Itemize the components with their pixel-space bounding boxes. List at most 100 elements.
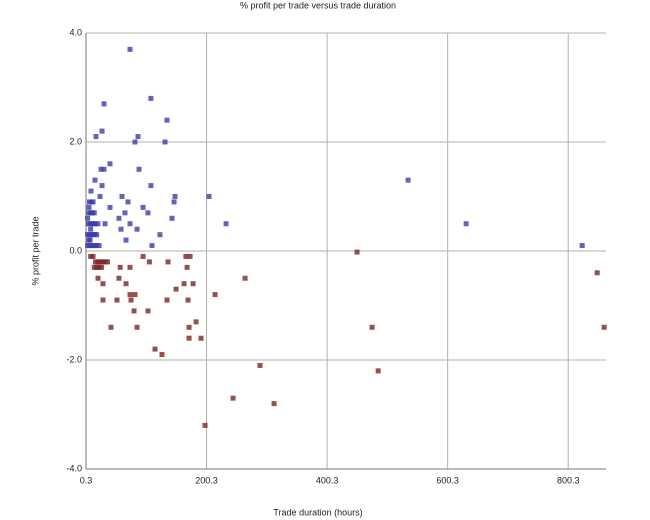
point [181, 281, 187, 287]
point [140, 204, 146, 210]
point [95, 221, 101, 227]
point [114, 297, 120, 303]
point [171, 199, 177, 205]
point [117, 264, 123, 270]
x-tick-label: 800.3 [557, 475, 580, 485]
point [230, 395, 236, 401]
point [242, 275, 248, 281]
point [198, 335, 204, 341]
y-axis-title: % profit per trade [30, 216, 40, 285]
point [134, 324, 140, 330]
point [190, 281, 196, 287]
point [159, 352, 165, 358]
point [99, 128, 105, 134]
point [157, 232, 163, 238]
point [118, 226, 124, 232]
point [127, 264, 133, 270]
point [100, 297, 106, 303]
point [186, 335, 192, 341]
y-tick-label: 0.0 [69, 245, 82, 255]
point [206, 194, 212, 199]
point [116, 215, 122, 221]
point [146, 259, 152, 265]
x-tick-label: 600.3 [436, 475, 459, 485]
y-tick-label: -2.0 [66, 354, 82, 364]
point [184, 264, 190, 270]
point [140, 253, 146, 259]
point [127, 292, 133, 298]
point [90, 253, 96, 259]
y-tick-label: 2.0 [69, 136, 82, 146]
point [164, 117, 170, 123]
point [173, 286, 179, 292]
point [594, 270, 600, 276]
point [135, 134, 141, 140]
point [601, 324, 607, 330]
point [131, 308, 137, 314]
point [148, 183, 154, 189]
point [136, 166, 142, 172]
point [98, 264, 104, 270]
point [185, 297, 191, 303]
point [223, 221, 229, 227]
point [212, 292, 218, 298]
point [164, 297, 170, 303]
point [193, 319, 199, 325]
point [122, 210, 128, 216]
point [354, 249, 360, 255]
point [108, 324, 114, 330]
point [152, 346, 158, 352]
point [90, 199, 96, 205]
point [101, 166, 107, 172]
point [165, 259, 171, 265]
point [145, 210, 151, 216]
point [149, 243, 155, 249]
point [579, 243, 585, 249]
x-axis-title: Trade duration (hours) [273, 507, 362, 517]
point [92, 177, 98, 183]
point [405, 177, 411, 183]
point [91, 210, 97, 216]
y-tick-label: -4.0 [66, 463, 82, 473]
point [132, 139, 138, 145]
point [257, 362, 263, 368]
point [86, 204, 92, 210]
point [186, 324, 192, 330]
point [132, 292, 138, 298]
x-tick-label: 200.3 [195, 475, 218, 485]
point [96, 243, 102, 249]
point [101, 101, 107, 107]
point [87, 237, 93, 243]
point [127, 46, 133, 52]
point [88, 226, 94, 232]
point [187, 253, 193, 259]
point [123, 237, 129, 243]
point [97, 194, 103, 199]
point [100, 281, 106, 287]
chart-title: % profit per trade versus trade duration [240, 0, 396, 10]
point [105, 259, 111, 265]
point [127, 221, 133, 227]
point [125, 199, 131, 205]
point [116, 275, 122, 281]
point [148, 95, 154, 101]
x-tick-label: 400.3 [316, 475, 339, 485]
point [123, 281, 129, 287]
point [369, 324, 375, 330]
point [183, 253, 189, 259]
x-tick-label: 0.3 [80, 475, 93, 485]
point [162, 139, 168, 145]
point [95, 275, 101, 281]
point [202, 422, 208, 428]
point [99, 183, 105, 189]
point [271, 401, 277, 407]
point [172, 194, 178, 199]
point [88, 188, 94, 194]
point [98, 166, 104, 172]
point [145, 308, 151, 314]
point [128, 297, 134, 303]
point [463, 221, 469, 227]
point [85, 215, 91, 221]
point [93, 134, 99, 140]
